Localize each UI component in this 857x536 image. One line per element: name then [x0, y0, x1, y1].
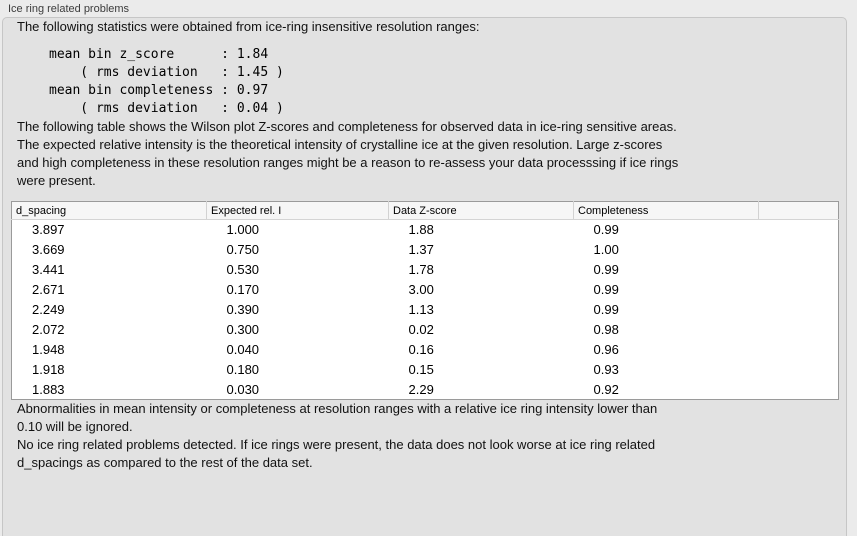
intro-text: The following statistics were obtained f… — [17, 19, 480, 34]
ice-ring-table[interactable]: d_spacing Expected rel. I Data Z-score Comp… — [11, 201, 839, 400]
table-cell: 0.16 — [408, 342, 434, 357]
table-cell: 2.249 — [32, 302, 65, 317]
table-header-row: d_spacing Expected rel. I Data Z-score Comp… — [11, 201, 839, 220]
table-cell: 0.300 — [226, 322, 260, 337]
table-cell: 2.29 — [408, 381, 434, 397]
table-cell — [759, 300, 839, 320]
table-cell: 0.99 — [593, 262, 619, 277]
table-cell: 0.98 — [593, 322, 619, 337]
table-cell: 3.441 — [32, 262, 65, 277]
table-cell: 1.37 — [408, 242, 434, 257]
table-row[interactable]: 1.883 0.030 2.29 0.92 — [12, 380, 839, 400]
table-cell: 0.170 — [226, 282, 260, 297]
table-row[interactable]: 3.669 0.750 1.37 1.00 — [12, 240, 839, 260]
table-cell: 1.78 — [408, 262, 434, 277]
table-cell: 0.15 — [408, 362, 434, 377]
table-cell — [759, 240, 839, 260]
table-cell: 0.750 — [226, 242, 260, 257]
stats-block: mean bin z_score : 1.84 ( rms deviation … — [49, 47, 284, 116]
table-row[interactable]: 3.441 0.530 1.78 0.99 — [12, 260, 839, 280]
table-cell: 0.180 — [226, 362, 260, 377]
table-description: The following table shows the Wilson plo… — [17, 119, 679, 188]
column-header[interactable]: Data Z-score — [388, 201, 574, 220]
column-header[interactable]: Completeness — [573, 201, 759, 220]
ignore-note-text: Abnormalities in mean intensity or compl… — [17, 401, 658, 434]
table-row[interactable]: 2.671 0.170 3.00 0.99 — [12, 280, 839, 300]
table-cell: 0.92 — [593, 381, 619, 397]
table-cell: 3.00 — [408, 282, 434, 297]
table-row[interactable]: 1.948 0.040 0.16 0.96 — [12, 340, 839, 360]
panel-content: The following statistics were obtained f… — [3, 18, 846, 472]
table-cell: 1.000 — [226, 222, 260, 238]
column-header[interactable] — [758, 201, 839, 220]
table-cell: 1.918 — [32, 362, 65, 377]
ice-ring-panel: The following statistics were obtained f… — [2, 17, 847, 536]
table-cell: 2.072 — [32, 322, 65, 337]
table-cell: 0.99 — [593, 222, 619, 238]
table-row[interactable]: 1.918 0.180 0.15 0.93 — [12, 360, 839, 380]
table-cell — [759, 340, 839, 360]
table-cell: 1.948 — [32, 342, 65, 357]
table-body: 3.897 1.000 1.88 0.99 3.669 0.750 1.37 1.00 3.44… — [12, 220, 839, 400]
table-row[interactable]: 2.249 0.390 1.13 0.99 — [12, 300, 839, 320]
conclusion-text: No ice ring related problems detected. I… — [17, 437, 656, 470]
table-cell — [759, 260, 839, 280]
table-cell — [759, 220, 839, 240]
column-header[interactable]: Expected rel. I — [206, 201, 389, 220]
table-cell: 1.883 — [32, 381, 65, 397]
table-cell: 1.88 — [408, 222, 434, 238]
table-cell — [759, 380, 839, 400]
column-header[interactable]: d_spacing — [11, 201, 207, 220]
table-row[interactable]: 2.072 0.300 0.02 0.98 — [12, 320, 839, 340]
table-cell: 0.02 — [408, 322, 434, 337]
table-cell — [759, 320, 839, 340]
table-cell: 0.030 — [226, 381, 260, 397]
table-cell: 0.93 — [593, 362, 619, 377]
table-cell: 2.671 — [32, 282, 65, 297]
table-cell — [759, 360, 839, 380]
table-cell: 0.040 — [226, 342, 260, 357]
panel-title: Ice ring related problems — [8, 3, 130, 15]
table-cell — [759, 280, 839, 300]
table-cell: 3.897 — [32, 222, 65, 238]
table-cell: 1.00 — [593, 242, 619, 257]
table-cell: 3.669 — [32, 242, 65, 257]
table-cell: 0.99 — [593, 302, 619, 317]
table-row[interactable]: 3.897 1.000 1.88 0.99 — [12, 220, 839, 240]
table-cell: 1.13 — [408, 302, 434, 317]
table-cell: 0.96 — [593, 342, 619, 357]
table-cell: 0.99 — [593, 282, 619, 297]
table-cell: 0.530 — [226, 262, 260, 277]
table-cell: 0.390 — [226, 302, 260, 317]
